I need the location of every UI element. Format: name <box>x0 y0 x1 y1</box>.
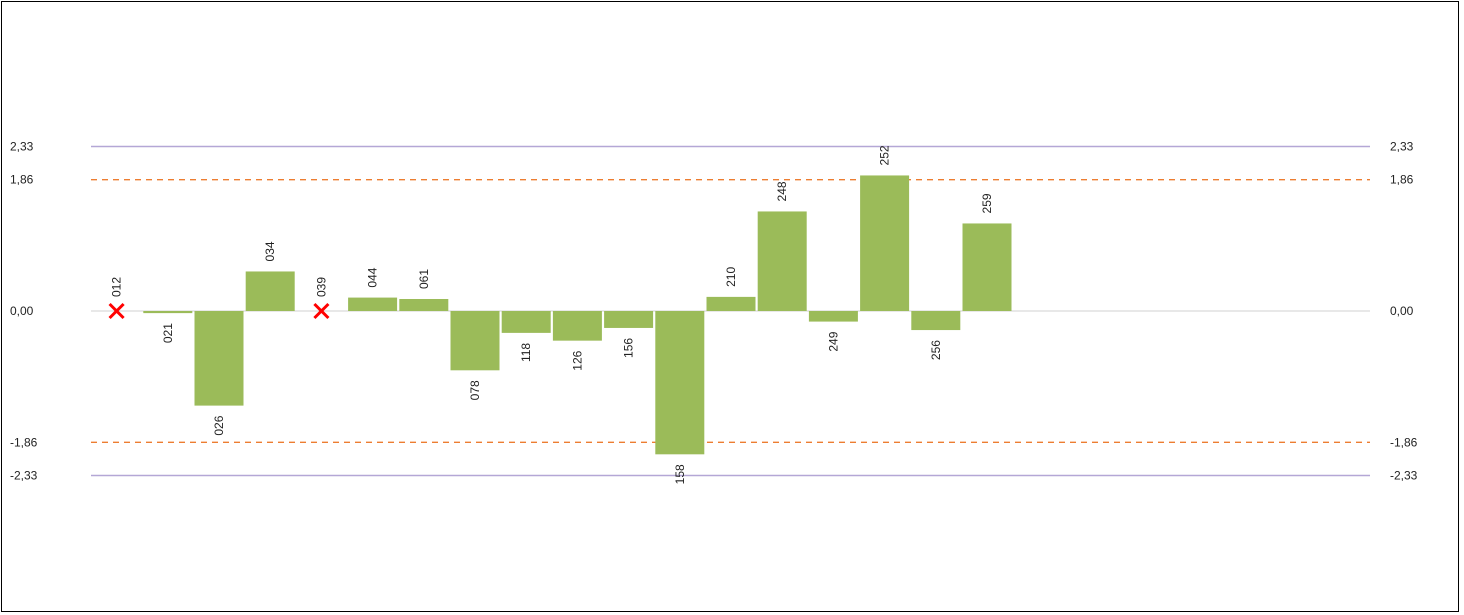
y-tick-left: -2,33 <box>10 468 38 482</box>
bar <box>655 311 705 455</box>
bar <box>348 297 398 311</box>
tick-labels-group: 2,33 2,33 1,86 1,86 0,00 0,00 -1,86 -1,86 -2,33 -… <box>10 140 1418 483</box>
bar-data-label: 118 <box>519 343 533 362</box>
bar-data-label: 078 <box>468 380 482 400</box>
bar-data-label: 248 <box>775 181 789 201</box>
bar-data-label: 039 <box>314 277 328 297</box>
y-tick-right: 2,33 <box>1390 140 1414 154</box>
excluded-marker <box>313 302 330 320</box>
data-labels-group: 012 021 026 034 039 044 061 078 118 126 156 158 210 2… <box>110 145 994 484</box>
y-tick-right: -2,33 <box>1390 468 1418 482</box>
bar <box>399 298 449 311</box>
bar-data-label: 156 <box>622 338 636 358</box>
bar-data-label: 044 <box>366 267 380 287</box>
bar <box>501 311 551 333</box>
bar-data-label: 061 <box>417 269 431 289</box>
bar-data-label: 256 <box>929 340 943 360</box>
y-tick-right: 1,86 <box>1390 173 1414 187</box>
bar-data-label: 126 <box>570 350 584 370</box>
y-tick-left: -1,86 <box>10 435 38 449</box>
bar-data-label: 210 <box>724 267 738 287</box>
excluded-marker <box>108 302 125 320</box>
bars-group <box>143 175 1012 455</box>
bar <box>962 223 1012 311</box>
y-tick-right: 0,00 <box>1390 304 1414 318</box>
bar <box>808 311 858 322</box>
bar <box>143 311 193 314</box>
bar-data-label: 012 <box>110 277 124 297</box>
y-tick-left: 0,00 <box>10 304 34 318</box>
bar <box>911 311 961 331</box>
bar-data-label: 249 <box>826 331 840 351</box>
y-tick-left: 2,33 <box>10 140 34 154</box>
bar-data-label: 026 <box>212 415 226 435</box>
bar <box>450 311 500 371</box>
bar-data-label: 158 <box>673 464 687 484</box>
excluded-markers-group <box>108 302 330 320</box>
bar <box>860 175 910 311</box>
y-tick-right: -1,86 <box>1390 435 1418 449</box>
bar <box>245 271 295 311</box>
bar <box>604 311 654 328</box>
bar-data-label: 021 <box>161 323 175 343</box>
bar-data-label: 252 <box>878 145 892 165</box>
bar <box>706 296 756 311</box>
bar <box>194 311 244 406</box>
bar <box>757 211 807 311</box>
y-tick-left: 1,86 <box>10 173 34 187</box>
bar <box>552 311 602 341</box>
bar-data-label: 034 <box>263 241 277 261</box>
bar-data-label: 259 <box>980 193 994 213</box>
